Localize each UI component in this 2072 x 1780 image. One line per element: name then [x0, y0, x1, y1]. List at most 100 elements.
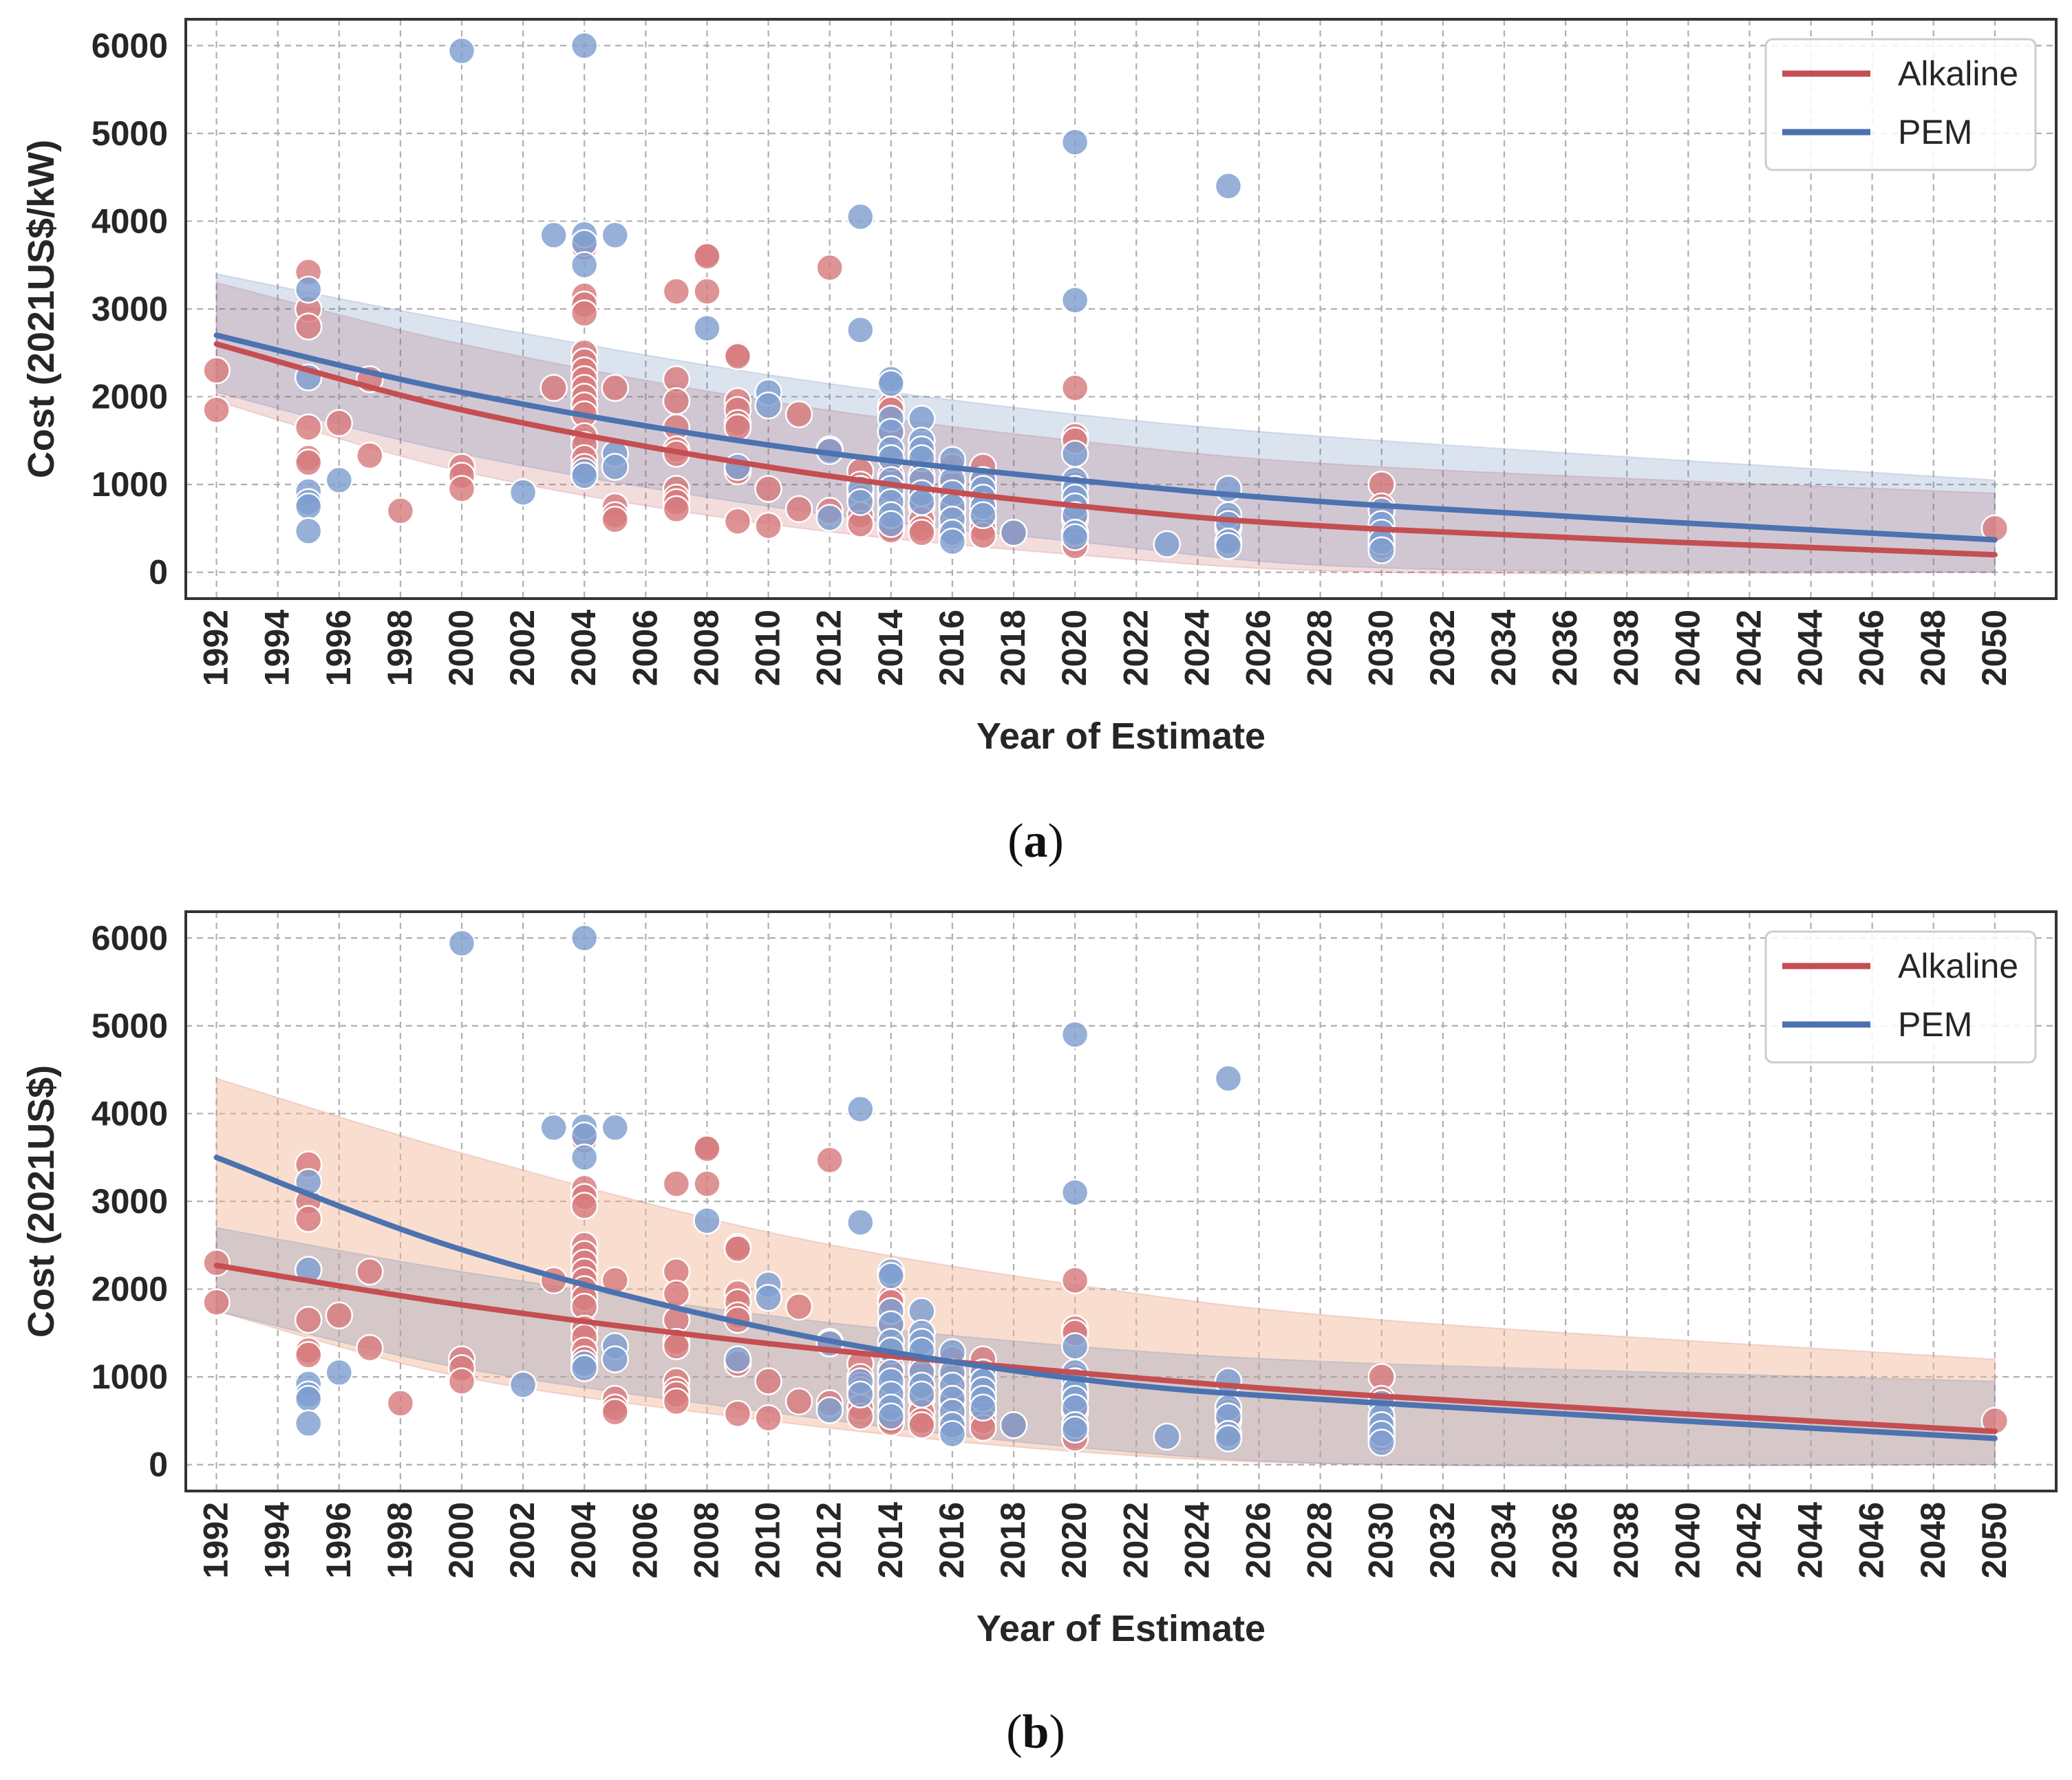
data-point-pem [999, 519, 1028, 547]
x-tick-label: 2050 [1975, 1502, 2014, 1578]
x-tick-label: 2004 [564, 1502, 603, 1578]
data-point-pem [447, 36, 476, 65]
data-point-pem [999, 1411, 1028, 1439]
data-point-pem [601, 1113, 630, 1142]
data-point-pem [846, 1380, 875, 1408]
data-point-alkaline [693, 242, 721, 270]
y-axis-title: Cost (2021US$) [21, 1065, 62, 1338]
data-point-alkaline [662, 1279, 691, 1308]
y-tick-label: 5000 [92, 1007, 168, 1045]
x-tick-label: 2012 [810, 610, 848, 686]
x-tick-label: 2038 [1607, 1502, 1645, 1578]
x-tick-label: 2016 [932, 1502, 971, 1578]
data-point-alkaline [570, 1192, 599, 1220]
data-point-pem [570, 250, 599, 279]
confidence-band-pem [215, 272, 1996, 573]
data-point-alkaline [386, 497, 415, 525]
x-tick-label: 1992 [197, 610, 235, 686]
y-tick-label: 2000 [92, 378, 168, 416]
data-point-pem [877, 1402, 906, 1430]
data-point-alkaline [540, 374, 568, 403]
y-tick-label: 6000 [92, 26, 168, 65]
data-point-pem [294, 1409, 323, 1438]
data-point-pem [294, 1384, 323, 1413]
data-point-alkaline [723, 1400, 752, 1428]
data-point-pem [570, 924, 599, 952]
data-point-pem [294, 492, 323, 521]
x-tick-label: 2040 [1668, 1502, 1707, 1578]
data-point-alkaline [294, 1341, 323, 1369]
data-point-pem [1060, 286, 1089, 314]
data-point-pem [294, 275, 323, 304]
y-tick-label: 2000 [92, 1270, 168, 1309]
data-point-pem [969, 501, 997, 530]
data-point-alkaline [723, 342, 752, 371]
data-point-pem [723, 1345, 752, 1373]
data-point-pem [509, 478, 537, 506]
data-point-pem [846, 1208, 875, 1236]
x-tick-label: 2032 [1423, 1502, 1462, 1578]
data-point-pem [815, 1396, 844, 1424]
x-tick-label: 2008 [687, 1502, 725, 1578]
data-point-alkaline [723, 1234, 752, 1263]
x-tick-label: 2034 [1484, 1502, 1523, 1578]
legend-label-pem: PEM [1898, 113, 1972, 151]
x-tick-label: 2040 [1668, 610, 1707, 686]
y-tick-label: 1000 [92, 465, 168, 504]
x-tick-label: 2050 [1975, 610, 2014, 686]
data-point-alkaline [754, 511, 782, 540]
data-point-pem [693, 1206, 721, 1235]
x-tick-label: 2046 [1852, 1502, 1891, 1578]
data-point-alkaline [908, 519, 936, 547]
data-point-alkaline [662, 495, 691, 524]
data-point-alkaline [325, 1301, 354, 1330]
data-point-alkaline [662, 277, 691, 305]
data-point-pem [723, 453, 752, 481]
x-tick-label: 2036 [1546, 610, 1584, 686]
x-tick-label: 2018 [994, 610, 1032, 686]
data-point-alkaline [754, 1367, 782, 1395]
data-point-pem [908, 488, 936, 516]
fit-line-pem [213, 1155, 1998, 1441]
data-point-pem [877, 369, 906, 398]
x-tick-label: 2042 [1729, 610, 1768, 686]
x-tick-label: 2014 [871, 610, 910, 686]
data-point-alkaline [294, 1305, 323, 1334]
x-tick-label: 2024 [1177, 610, 1216, 686]
x-tick-label: 2048 [1914, 610, 1952, 686]
data-point-alkaline [662, 1170, 691, 1198]
data-point-alkaline [570, 299, 599, 328]
data-point-alkaline [754, 1404, 782, 1433]
panel-caption-b: (b) [1006, 1706, 1065, 1759]
data-point-alkaline [815, 1146, 844, 1175]
x-tick-label: 1994 [258, 610, 297, 686]
legend-label-pem: PEM [1898, 1005, 1972, 1044]
x-tick-label: 2028 [1301, 610, 1339, 686]
x-tick-label: 2010 [749, 610, 787, 686]
x-tick-label: 2018 [994, 1502, 1032, 1578]
x-axis-title: Year of Estimate [976, 1608, 1265, 1649]
data-point-pem [540, 1113, 568, 1142]
data-point-pem [1214, 532, 1243, 560]
x-tick-label: 2016 [932, 610, 971, 686]
x-tick-label: 2002 [503, 610, 542, 686]
data-point-alkaline [294, 1205, 323, 1233]
x-tick-label: 2046 [1852, 610, 1891, 686]
plot-frame-border [184, 18, 2058, 600]
x-tick-label: 2014 [871, 1502, 910, 1578]
plot-frame-border [184, 910, 2058, 1492]
x-tick-label: 2000 [442, 1502, 480, 1578]
data-point-pem [938, 527, 967, 556]
data-point-pem [754, 392, 782, 420]
x-tick-label: 2044 [1791, 610, 1830, 686]
x-tick-label: 2026 [1239, 610, 1278, 686]
x-tick-label: 2024 [1177, 1502, 1216, 1578]
confidence-band-alkaline [215, 1077, 1996, 1467]
data-point-alkaline [693, 1135, 721, 1163]
data-point-alkaline [447, 1367, 476, 1395]
data-point-pem [1060, 1178, 1089, 1207]
x-tick-label: 2048 [1914, 1502, 1952, 1578]
data-point-alkaline [325, 409, 354, 438]
data-point-alkaline [662, 1387, 691, 1416]
